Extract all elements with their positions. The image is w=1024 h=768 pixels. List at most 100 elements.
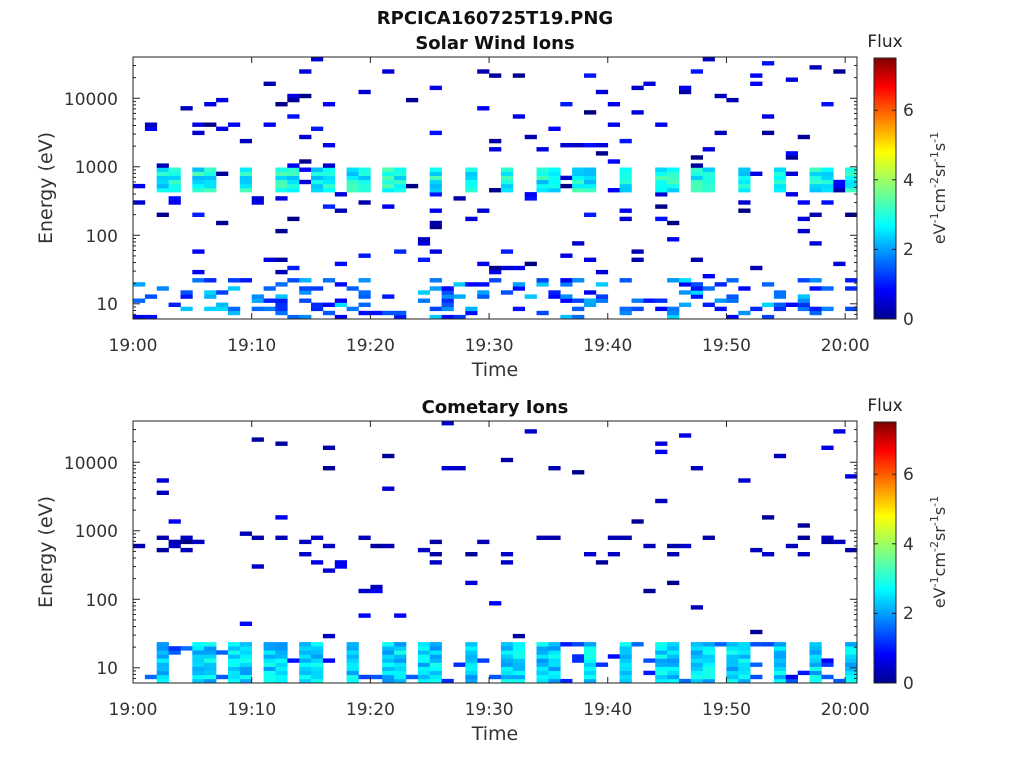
heatmap-cell bbox=[536, 666, 549, 671]
heatmap-cell bbox=[465, 306, 478, 312]
heatmap-cell bbox=[180, 539, 193, 545]
heatmap-cell bbox=[750, 662, 763, 667]
heatmap-cell bbox=[216, 306, 229, 312]
heatmap-cell bbox=[228, 278, 241, 283]
colorbar-tick-label: 2 bbox=[903, 604, 914, 624]
heatmap-cell bbox=[809, 670, 822, 676]
heatmap-cell bbox=[346, 654, 359, 659]
panel-title: Solar Wind Ions bbox=[415, 33, 574, 54]
heatmap-cell bbox=[655, 498, 668, 504]
heatmap-cell bbox=[228, 666, 241, 671]
heatmap-cell bbox=[512, 670, 525, 676]
colorbar-tick-label: 4 bbox=[903, 171, 914, 191]
heatmap-cell bbox=[560, 102, 573, 107]
heatmap-cell bbox=[204, 666, 217, 671]
heatmap-cell bbox=[572, 171, 585, 176]
heatmap-cell bbox=[738, 200, 751, 205]
heatmap-cell bbox=[690, 188, 703, 193]
heatmap-cell bbox=[714, 282, 727, 287]
y-tick-label: 100 bbox=[86, 227, 118, 247]
heatmap-cell bbox=[584, 175, 597, 181]
heatmap-cell bbox=[595, 269, 609, 275]
heatmap-cell bbox=[773, 302, 787, 307]
heatmap-cell bbox=[192, 539, 205, 545]
heatmap-cell bbox=[607, 535, 620, 540]
heatmap-cell bbox=[595, 282, 609, 287]
heatmap-cell bbox=[239, 278, 252, 283]
heatmap-cell bbox=[738, 171, 751, 176]
axis-ticks bbox=[132, 420, 857, 684]
heatmap-cell bbox=[299, 93, 312, 99]
heatmap-cell bbox=[228, 662, 241, 667]
heatmap-cell bbox=[429, 130, 442, 136]
heatmap-cell bbox=[560, 298, 573, 303]
heatmap-cell bbox=[512, 306, 525, 312]
heatmap-cell bbox=[655, 179, 668, 185]
heatmap-cell bbox=[536, 654, 549, 659]
heatmap-cell bbox=[204, 650, 217, 655]
heatmap-cell bbox=[584, 674, 597, 680]
heatmap-cell bbox=[595, 294, 609, 299]
heatmap-cell bbox=[453, 294, 466, 299]
colorbar-title: Flux bbox=[867, 32, 902, 52]
heatmap-cell bbox=[655, 171, 668, 176]
heatmap-cell bbox=[311, 57, 324, 62]
heatmap-cell bbox=[845, 654, 858, 659]
heatmap-cell bbox=[631, 519, 644, 524]
heatmap-cell bbox=[216, 126, 229, 131]
heatmap-cell bbox=[394, 167, 407, 172]
heatmap-cell bbox=[334, 314, 347, 320]
heatmap-cell bbox=[382, 670, 395, 676]
heatmap-cell bbox=[512, 674, 525, 680]
heatmap-cell bbox=[311, 560, 324, 565]
heatmap-cell bbox=[477, 69, 490, 74]
heatmap-cell bbox=[358, 253, 371, 258]
heatmap-cell bbox=[536, 278, 549, 283]
heatmap-cell bbox=[275, 167, 288, 172]
heatmap-cell bbox=[833, 261, 846, 267]
heatmap-cell bbox=[429, 650, 442, 655]
heatmap-cell bbox=[275, 678, 288, 684]
heatmap-cell bbox=[465, 171, 478, 176]
heatmap-cell bbox=[726, 666, 739, 671]
heatmap-cell bbox=[287, 179, 300, 185]
heatmap-cell bbox=[441, 294, 454, 299]
heatmap-cell bbox=[524, 261, 537, 267]
heatmap-cell bbox=[809, 65, 822, 70]
heatmap-cell bbox=[394, 183, 407, 189]
heatmap-cell bbox=[809, 306, 822, 312]
heatmap-cell bbox=[667, 188, 680, 193]
heatmap-cell bbox=[299, 674, 312, 680]
heatmap-cell bbox=[346, 666, 359, 671]
heatmap-cell bbox=[773, 175, 787, 181]
heatmap-cell bbox=[500, 674, 514, 680]
heatmap-cell bbox=[679, 678, 692, 684]
heatmap-cell bbox=[512, 678, 525, 684]
heatmap-cell bbox=[299, 552, 312, 557]
heatmap-cell bbox=[536, 646, 549, 651]
heatmap-cell bbox=[477, 658, 490, 663]
heatmap-cell bbox=[738, 670, 751, 676]
heatmap-cell bbox=[631, 85, 644, 91]
heatmap-cell bbox=[821, 674, 834, 680]
heatmap-cell bbox=[334, 261, 347, 267]
heatmap-cell bbox=[311, 188, 324, 193]
heatmap-cell bbox=[263, 654, 276, 659]
heatmap-cell bbox=[809, 212, 822, 217]
heatmap-cell bbox=[572, 642, 585, 647]
heatmap-cell bbox=[512, 666, 525, 671]
heatmap-cell bbox=[773, 167, 787, 172]
heatmap-cell bbox=[192, 654, 205, 659]
heatmap-cell bbox=[299, 314, 312, 320]
heatmap-cell bbox=[750, 171, 763, 176]
heatmap-cell bbox=[417, 290, 431, 295]
heatmap-cell bbox=[263, 646, 276, 651]
heatmap-cell bbox=[690, 646, 703, 651]
heatmap-cell bbox=[322, 568, 336, 573]
heatmap-cell bbox=[275, 183, 288, 189]
heatmap-cell bbox=[156, 646, 169, 651]
heatmap-cell bbox=[477, 261, 490, 267]
heatmap-cell bbox=[429, 642, 442, 647]
heatmap-cell bbox=[465, 642, 478, 647]
heatmap-cell bbox=[548, 678, 561, 684]
